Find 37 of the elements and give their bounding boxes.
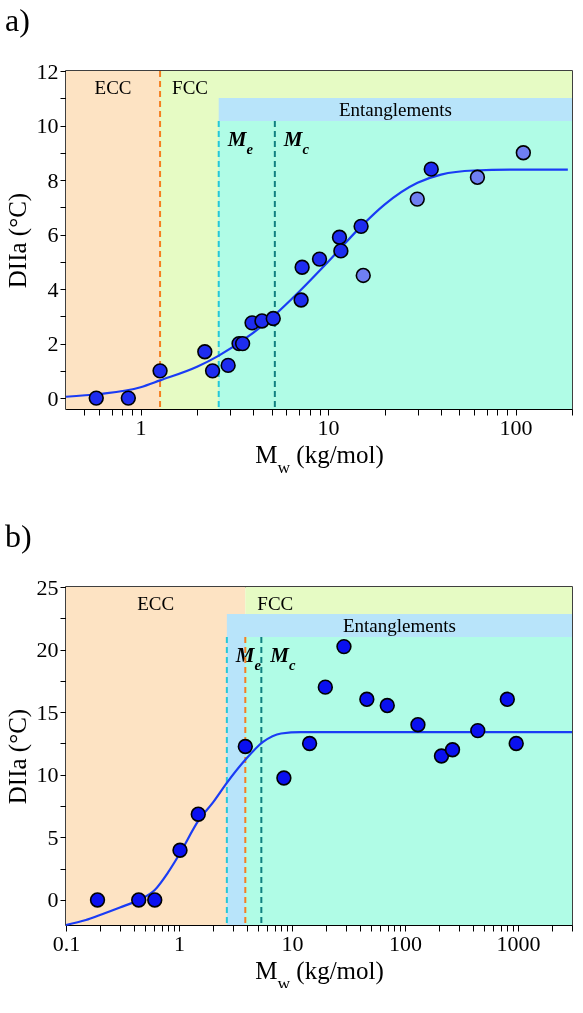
x-tick-label: 1: [174, 930, 186, 956]
ref-line-label: M$_{c}$: [269, 643, 297, 673]
band-label: Entanglements: [338, 98, 452, 120]
ref-line-label: M$_{c}$: [282, 127, 310, 157]
chart-title: a): [5, 2, 30, 38]
x-tick-label: 100: [499, 414, 533, 440]
y-tick-label: 15: [36, 699, 59, 725]
ref-line-label: M$_{e}$: [234, 643, 262, 673]
band-label: ECC: [94, 77, 132, 98]
band-label: ECC: [137, 593, 175, 614]
y-tick-label: 2: [47, 331, 59, 357]
band-label: FCC: [172, 77, 208, 98]
band-label: Entanglements: [342, 614, 456, 636]
x-tick-label: 1000: [496, 930, 541, 956]
y-tick-label: 20: [36, 637, 59, 663]
y-tick-label: 8: [47, 167, 59, 193]
y-tick-label: 25: [36, 574, 59, 600]
y-axis-title: DIIa (°C): [3, 192, 32, 289]
x-tick-label: 1: [135, 414, 147, 440]
x-tick-label: 10: [317, 414, 340, 440]
x-tick-label: 10: [281, 930, 304, 956]
y-tick-label: 4: [47, 276, 59, 302]
chart-title: b): [5, 518, 32, 554]
y-tick-label: 0: [47, 887, 59, 913]
y-axis-title: DIIa (°C): [3, 708, 32, 805]
y-tick-label: 10: [36, 762, 59, 788]
y-tick-label: 5: [47, 824, 59, 850]
y-tick-label: 6: [47, 222, 59, 248]
y-tick-label: 12: [36, 58, 59, 84]
x-axis-title: M$_{w}$ (kg/mol): [255, 956, 384, 993]
x-tick-label: 0.1: [52, 930, 81, 956]
y-tick-label: 0: [47, 385, 59, 411]
y-tick-label: 10: [36, 113, 59, 139]
x-axis-title: M$_{w}$ (kg/mol): [255, 440, 384, 477]
ref-line-label: M$_{e}$: [226, 127, 254, 157]
band-label: FCC: [257, 593, 294, 614]
x-tick-label: 100: [389, 930, 423, 956]
